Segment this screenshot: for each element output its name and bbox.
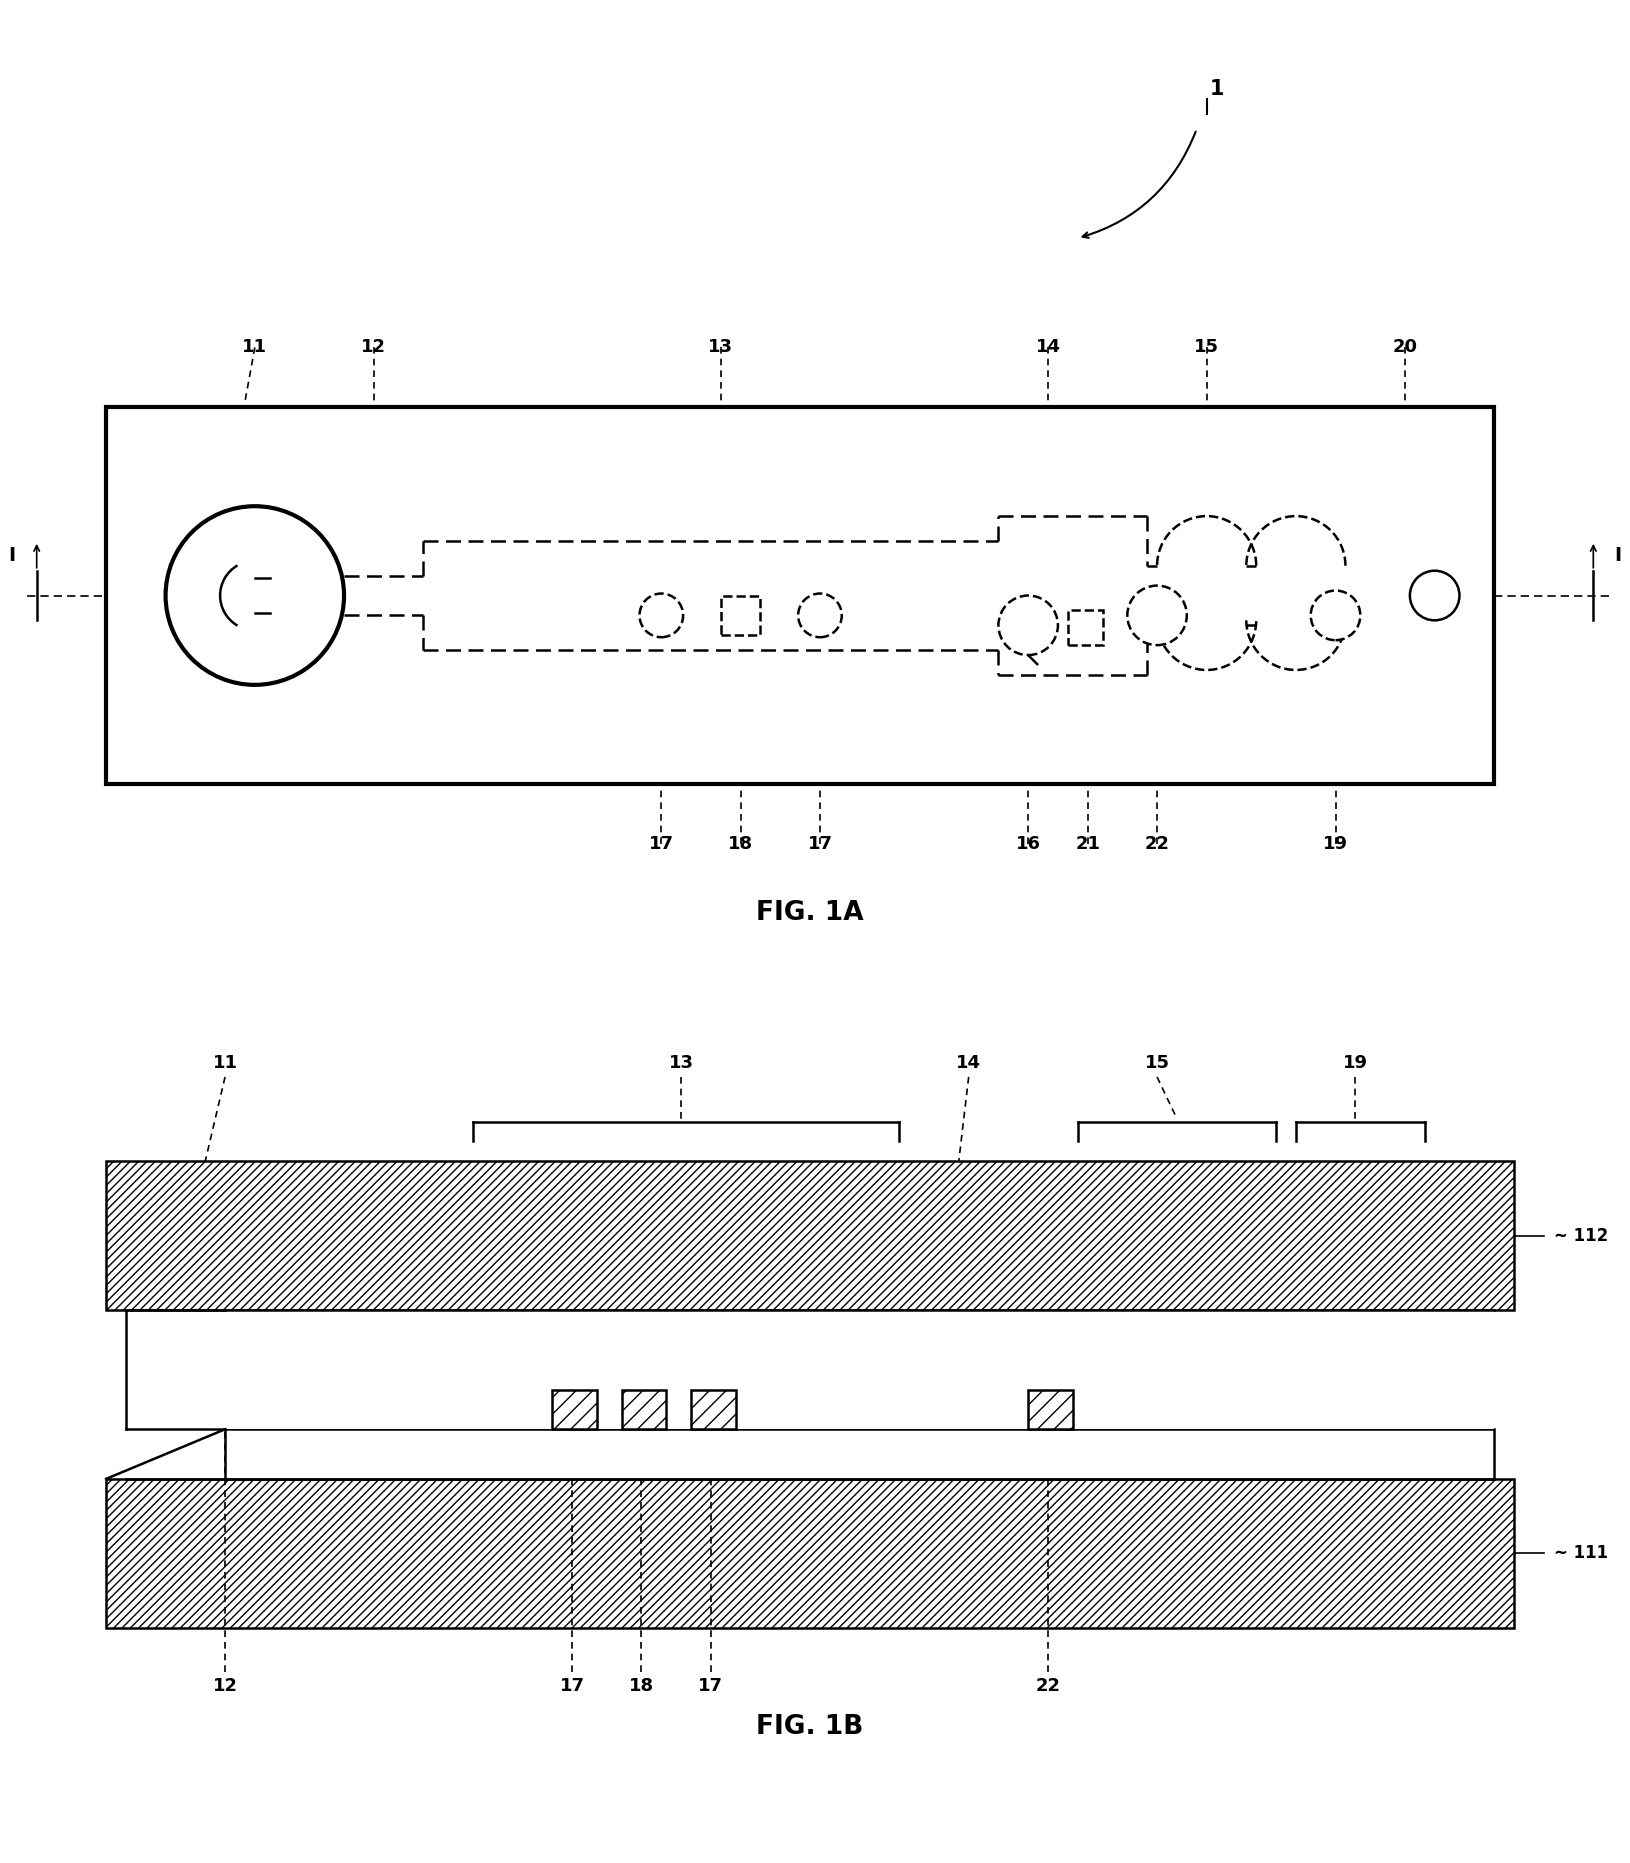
Text: 22: 22 bbox=[1035, 1677, 1061, 1695]
Bar bbox=[1068, 611, 1102, 645]
Text: 20: 20 bbox=[1392, 339, 1418, 356]
Text: ~ 112: ~ 112 bbox=[1553, 1226, 1607, 1244]
Text: 19: 19 bbox=[1324, 835, 1348, 853]
Text: FIG. 1A: FIG. 1A bbox=[756, 900, 864, 926]
Text: 14: 14 bbox=[957, 1054, 981, 1071]
Text: 18: 18 bbox=[629, 1677, 654, 1695]
Circle shape bbox=[1128, 585, 1187, 645]
Text: 15: 15 bbox=[1195, 339, 1219, 356]
Bar bbox=[1029, 1390, 1073, 1429]
Bar bbox=[106, 1161, 1514, 1310]
Text: I: I bbox=[8, 546, 15, 564]
Text: 12: 12 bbox=[362, 339, 386, 356]
Text: 18: 18 bbox=[729, 835, 753, 853]
Bar bbox=[106, 1479, 1514, 1628]
Bar bbox=[106, 1161, 1514, 1310]
Text: 13: 13 bbox=[709, 339, 734, 356]
Circle shape bbox=[166, 507, 344, 686]
Bar bbox=[126, 1310, 1495, 1429]
Bar bbox=[553, 1390, 597, 1429]
Bar bbox=[691, 1390, 735, 1429]
Text: 17: 17 bbox=[559, 1677, 585, 1695]
Bar bbox=[621, 1390, 667, 1429]
Text: ~ 111: ~ 111 bbox=[1553, 1544, 1607, 1563]
Text: 15: 15 bbox=[1144, 1054, 1170, 1071]
Bar bbox=[621, 1390, 667, 1429]
Text: 1: 1 bbox=[1209, 80, 1224, 99]
Text: 21: 21 bbox=[1076, 835, 1100, 853]
Text: 11: 11 bbox=[243, 339, 267, 356]
Bar bbox=[553, 1390, 597, 1429]
Circle shape bbox=[639, 594, 683, 637]
Text: 19: 19 bbox=[1343, 1054, 1368, 1071]
Text: 17: 17 bbox=[698, 1677, 724, 1695]
Text: 11: 11 bbox=[212, 1054, 238, 1071]
Circle shape bbox=[999, 596, 1058, 656]
Text: 13: 13 bbox=[668, 1054, 694, 1071]
Bar bbox=[720, 596, 761, 635]
Text: I: I bbox=[1615, 546, 1622, 564]
Circle shape bbox=[1311, 591, 1361, 641]
Circle shape bbox=[1410, 570, 1459, 620]
Bar bbox=[106, 406, 1495, 784]
Text: FIG. 1B: FIG. 1B bbox=[756, 1714, 864, 1740]
Circle shape bbox=[799, 594, 841, 637]
Text: 22: 22 bbox=[1144, 835, 1170, 853]
Text: 12: 12 bbox=[212, 1677, 238, 1695]
Text: 17: 17 bbox=[807, 835, 833, 853]
Bar bbox=[1029, 1390, 1073, 1429]
Text: 16: 16 bbox=[1015, 835, 1040, 853]
Text: 17: 17 bbox=[649, 835, 673, 853]
Bar bbox=[106, 1479, 1514, 1628]
Bar bbox=[691, 1390, 735, 1429]
Bar bbox=[225, 1429, 1495, 1479]
Text: 14: 14 bbox=[1035, 339, 1061, 356]
